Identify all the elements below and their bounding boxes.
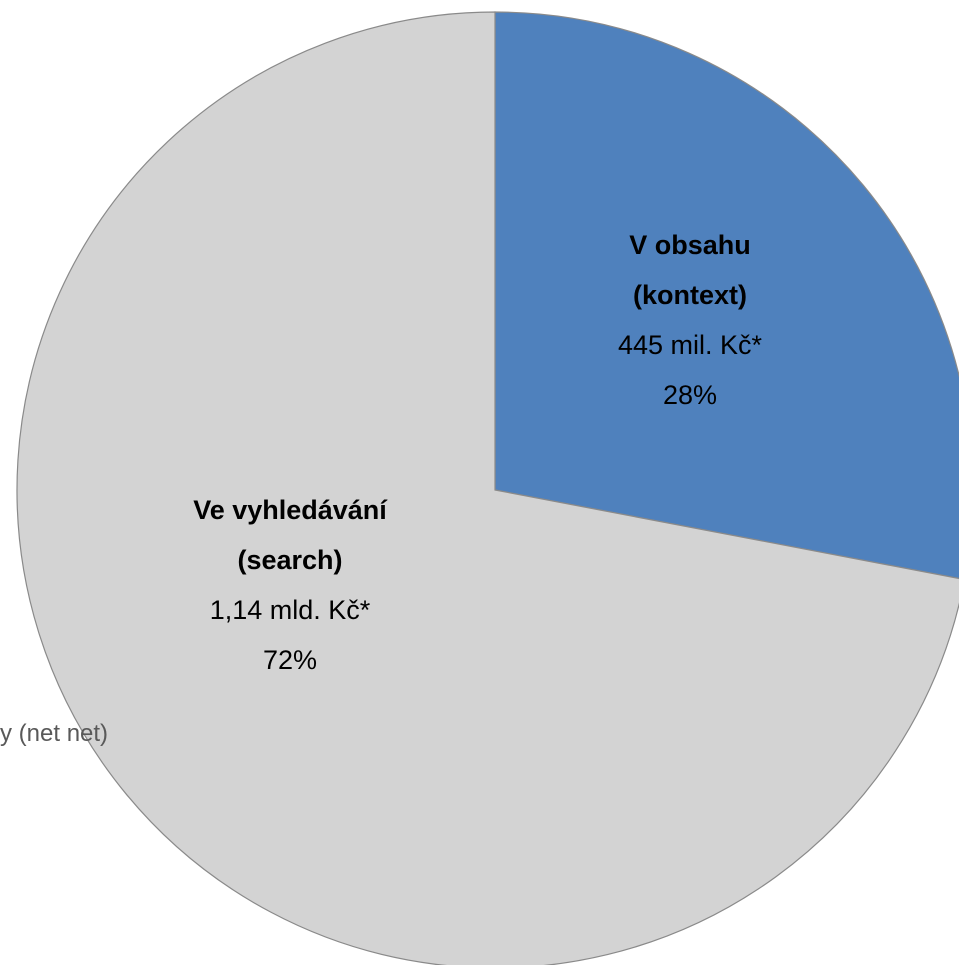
pie-slice — [494, 11, 959, 580]
slice-label: Ve vyhledávání (search) 1,14 mld. Kč* 72% — [180, 485, 400, 685]
footnote: y (net net) — [0, 720, 109, 747]
value-label: 72% — [262, 645, 318, 675]
slice-label: V obsahu (kontext) 445 mil. Kč* 28% — [570, 220, 810, 420]
category-label: Ve vyhledávání (search) — [193, 495, 387, 575]
pie-slice — [16, 11, 959, 965]
amount-label: 445 mil. Kč* — [617, 330, 763, 360]
amount-label: 1,14 mld. Kč* — [209, 595, 371, 625]
value-label: 28% — [662, 380, 718, 410]
category-label: V obsahu (kontext) — [629, 230, 751, 310]
